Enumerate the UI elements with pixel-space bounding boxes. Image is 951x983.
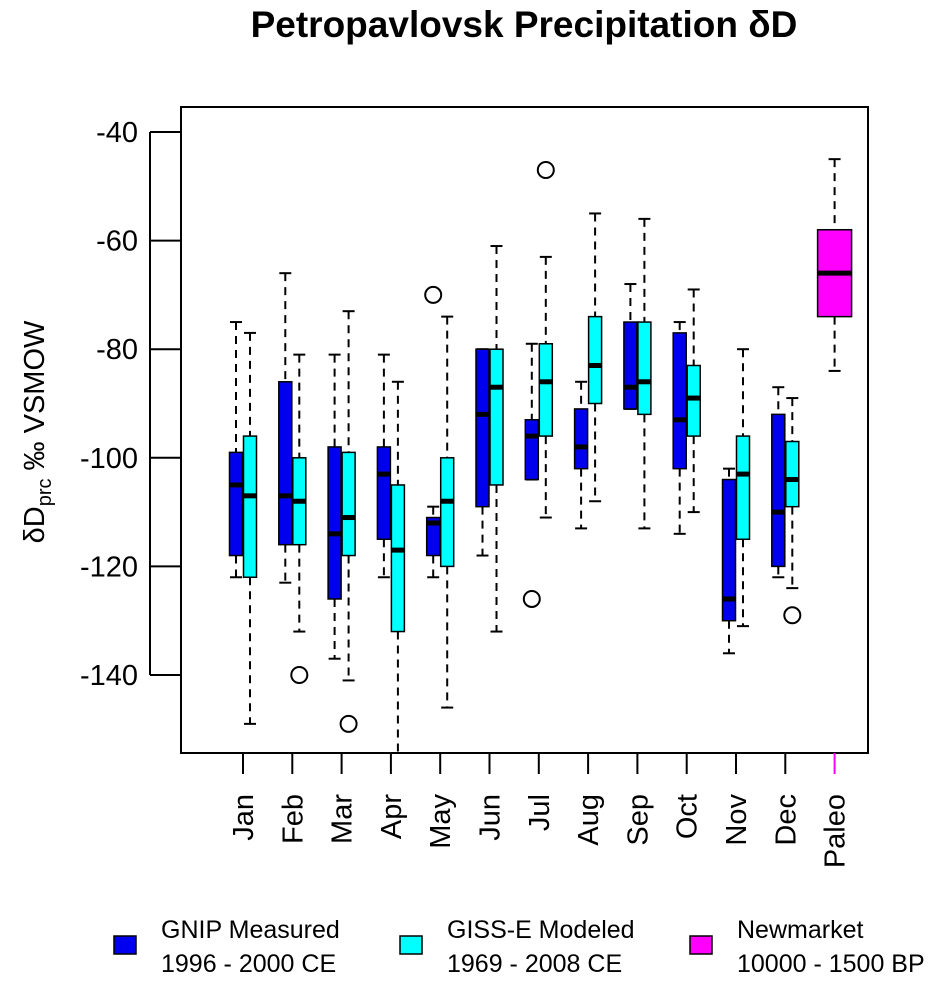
iqr-box	[278, 381, 293, 546]
legend-item-2: GISS-E Modeled 1969 - 2008 CE	[399, 916, 635, 978]
box-giss-e-modeled-jun	[489, 245, 504, 633]
box-gnip-measured-dec	[771, 386, 786, 579]
x-tick-label-sep: Sep	[622, 794, 654, 846]
legend-label-line2: 10000 - 1500 BP	[737, 950, 925, 978]
iqr-box	[524, 419, 540, 481]
box-giss-e-modeled-jan	[242, 331, 258, 725]
legend-item-1: GNIP Measured 1996 - 2000 CE	[113, 916, 340, 978]
y-tick-label: -60	[96, 226, 138, 258]
iqr-box	[637, 321, 652, 416]
x-axis: Jan Feb Mar Apr May Jun Jul Aug Sep Oct Nov Dec Pale…	[228, 753, 852, 868]
x-tick-label-jan: Jan	[228, 794, 260, 841]
box-giss-e-modeled-feb	[290, 353, 309, 684]
legend: GNIP Measured 1996 - 2000 CE GISS-E Modele…	[113, 916, 925, 978]
x-tick-label-mar: Mar	[327, 794, 359, 844]
box-giss-e-modeled-sep	[637, 217, 652, 530]
iqr-box	[242, 435, 258, 579]
box-gnip-measured-aug	[573, 380, 589, 530]
box-giss-e-modeled-mar	[339, 310, 358, 733]
box-gnip-measured-feb	[278, 272, 293, 584]
iqr-box	[771, 413, 786, 568]
iqr-box	[785, 440, 800, 508]
y-tick-label: -100	[80, 443, 138, 475]
y-axis-label-subscript: prc	[34, 479, 56, 507]
box-gnip-measured-may	[424, 285, 443, 579]
box-gnip-measured-nov	[721, 467, 737, 655]
box-giss-e-modeled-dec	[783, 397, 802, 625]
iqr-box	[573, 408, 589, 470]
box-gnip-measured-apr	[376, 353, 392, 579]
box-gnip-measured-jun	[475, 348, 490, 557]
iqr-box	[475, 348, 490, 508]
iqr-box	[538, 343, 554, 437]
box-gnip-measured-jan	[228, 321, 244, 579]
x-tick-label-jun: Jun	[475, 794, 507, 841]
x-tick-label-oct: Oct	[672, 794, 704, 839]
x-tick-label-jul: Jul	[524, 794, 556, 831]
legend-item-3: Newmarket 10000 - 1500 BP	[689, 916, 925, 978]
iqr-box	[489, 348, 504, 486]
y-tick-label: -140	[80, 660, 138, 692]
y-tick-label: -40	[96, 117, 138, 149]
iqr-box	[587, 315, 603, 405]
box-gnip-measured-oct	[672, 321, 687, 535]
iqr-box	[735, 435, 751, 540]
iqr-box	[327, 446, 342, 600]
y-tick-label: -120	[80, 551, 138, 583]
x-tick-label-paleo: Paleo	[820, 794, 852, 868]
outlier-point	[522, 589, 541, 608]
legend-swatch	[689, 935, 713, 955]
y-axis-label-units: ‰ VSMOW	[19, 320, 51, 479]
x-tick-label-may: May	[425, 794, 457, 849]
x-tick-label-apr: Apr	[376, 794, 408, 839]
box-giss-e-modeled-may	[439, 315, 455, 709]
outlier-point	[783, 606, 802, 625]
legend-swatch	[113, 935, 137, 955]
y-axis-label-main: δD	[19, 506, 51, 543]
iqr-box	[228, 451, 244, 557]
chart-title: Petropavlovsk Precipitation δD	[251, 4, 798, 45]
iqr-box	[390, 484, 406, 633]
box-giss-e-modeled-apr	[390, 380, 406, 752]
x-tick-label-dec: Dec	[770, 794, 802, 846]
outlier-point	[290, 666, 309, 684]
x-tick-label-nov: Nov	[721, 794, 753, 846]
x-tick-label-feb: Feb	[277, 794, 309, 844]
x-tick-label-aug: Aug	[573, 794, 605, 846]
plot-frame	[180, 106, 869, 754]
box-giss-e-modeled-jul	[536, 161, 555, 519]
box-giss-e-modeled-nov	[735, 348, 751, 628]
outlier-point	[424, 285, 443, 304]
legend-label-line2: 1969 - 2008 CE	[447, 950, 622, 978]
iqr-box	[425, 516, 441, 557]
box-gnip-measured-jul	[522, 342, 541, 608]
boxes-group	[228, 158, 853, 752]
box-giss-e-modeled-aug	[587, 212, 603, 503]
y-axis-label: δDprc ‰ VSMOW	[19, 320, 56, 543]
legend-label-line1: GISS-E Modeled	[447, 916, 635, 944]
iqr-box	[686, 364, 701, 437]
y-tick-label: -80	[96, 334, 138, 366]
iqr-box	[721, 478, 737, 622]
iqr-box	[341, 451, 356, 557]
box-giss-e-modeled-oct	[686, 288, 701, 514]
legend-label-line2: 1996 - 2000 CE	[161, 950, 336, 978]
box-newmarket-paleo	[816, 158, 853, 372]
legend-label-line1: GNIP Measured	[161, 916, 340, 944]
outlier-point	[536, 161, 555, 180]
box-gnip-measured-mar	[327, 353, 342, 660]
y-axis: -40 -60 -80 -100 -120 -140	[80, 117, 181, 692]
iqr-box	[376, 446, 392, 540]
iqr-box	[672, 332, 687, 470]
legend-swatch	[399, 935, 423, 955]
iqr-box	[623, 321, 638, 410]
iqr-box	[439, 457, 455, 568]
outlier-point	[339, 714, 358, 733]
legend-label-line1: Newmarket	[737, 916, 863, 944]
box-gnip-measured-sep	[623, 283, 638, 410]
